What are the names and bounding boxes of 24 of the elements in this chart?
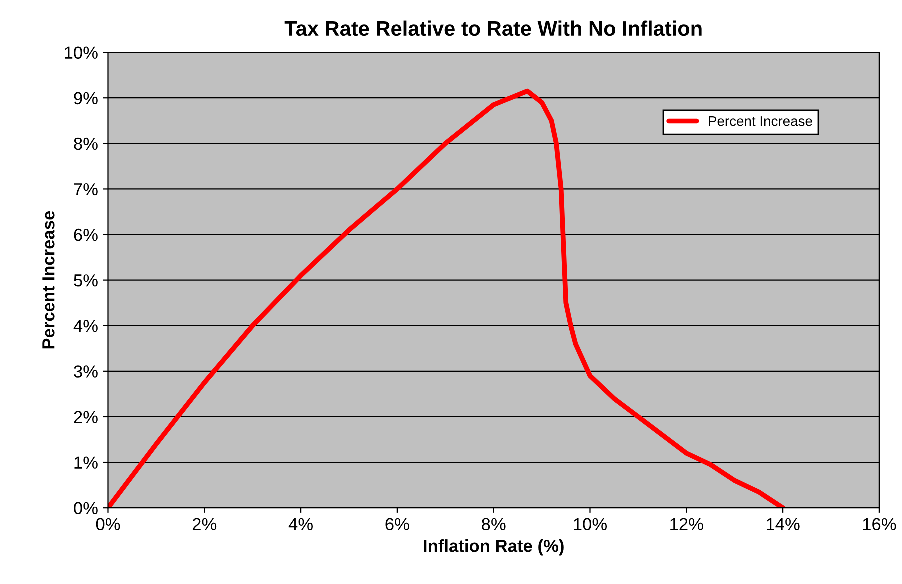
x-tick-label: 14%: [767, 518, 800, 530]
y-tick-label: 1%: [74, 456, 98, 469]
x-axis-title: Inflation Rate (%): [424, 540, 564, 556]
x-tick-label: 12%: [670, 518, 704, 530]
x-tick-label: 4%: [288, 518, 313, 530]
y-tick-label: 9%: [74, 92, 98, 105]
chart-title: Tax Rate Relative to Rate With No Inflation: [284, 20, 702, 36]
y-tick-label: 7%: [74, 183, 98, 196]
y-tick-label: 0%: [74, 502, 98, 515]
x-tick-label: 8%: [482, 518, 506, 531]
legend-label: Percent Increase: [709, 116, 812, 126]
y-tick-label: 6%: [74, 228, 98, 242]
x-tick-label: 10%: [574, 518, 608, 531]
x-tick-label: 16%: [863, 518, 896, 531]
y-tick-label: 3%: [74, 366, 98, 378]
y-tick-label: 2%: [74, 411, 98, 424]
y-tick-label: 4%: [74, 320, 98, 332]
y-tick-label: 10%: [65, 46, 98, 60]
x-tick-label: 0%: [96, 518, 120, 531]
x-tick-label: 2%: [192, 518, 217, 530]
y-tick-label: 8%: [74, 138, 98, 150]
y-axis-title: Percent Increase: [42, 211, 55, 349]
y-tick-label: 5%: [74, 274, 98, 287]
x-tick-label: 6%: [386, 518, 410, 531]
